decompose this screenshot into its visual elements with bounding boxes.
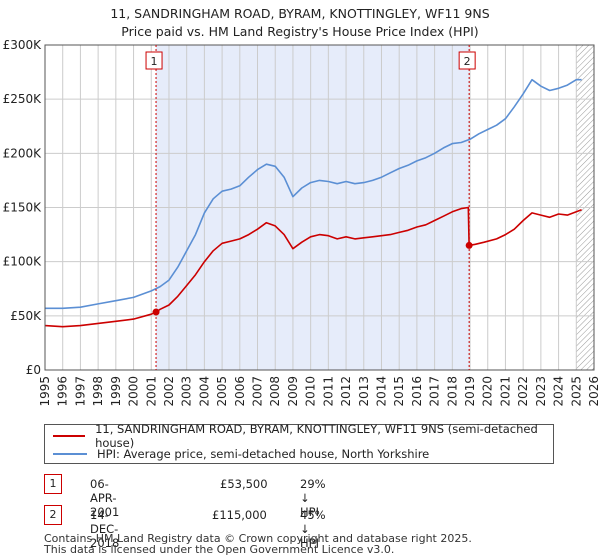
x-tick-label: 2017: [428, 376, 442, 407]
legend-swatch-hpi: [53, 453, 87, 455]
transaction-hpi-diff: 45% ↓ HPI: [300, 508, 326, 550]
x-tick-label: 2013: [357, 376, 371, 407]
x-tick-label: 2022: [516, 376, 530, 407]
footer-line2: This data is licensed under the Open Gov…: [44, 543, 395, 556]
y-tick-label: £50K: [10, 309, 42, 323]
legend-label-property: 11, SANDRINGHAM ROAD, BYRAM, KNOTTINGLEY…: [95, 422, 538, 450]
sale-number-label: 2: [464, 55, 471, 68]
y-tick-label: £300K: [3, 38, 43, 52]
x-tick-label: 2026: [587, 376, 600, 407]
y-tick-label: £100K: [3, 255, 43, 269]
x-tick-label: 1996: [56, 376, 70, 407]
x-tick-label: 1995: [38, 376, 52, 407]
x-tick-label: 2021: [498, 376, 512, 407]
x-tick-label: 2005: [215, 376, 229, 407]
x-tick-label: 2018: [445, 376, 459, 407]
x-tick-label: 2004: [197, 376, 211, 407]
x-tick-label: 2012: [339, 376, 353, 407]
x-tick-label: 2008: [268, 376, 282, 407]
legend-item-hpi: HPI: Average price, semi-detached house,…: [53, 445, 429, 463]
plot-frame: [44, 44, 595, 371]
x-tick-label: 2007: [251, 376, 265, 407]
x-tick-label: 2010: [304, 376, 318, 407]
chart-title-line2: Price paid vs. HM Land Registry's House …: [121, 24, 479, 39]
x-tick-label: 2019: [463, 376, 477, 407]
x-tick-label: 2002: [162, 376, 176, 407]
legend-label-hpi: HPI: Average price, semi-detached house,…: [97, 447, 430, 461]
transaction-badge: 1: [44, 474, 62, 494]
transaction-date: 14-DEC-2018: [90, 508, 120, 550]
transaction-price: £53,500: [220, 477, 268, 491]
x-tick-label: 2025: [569, 376, 583, 407]
x-tick-label: 2009: [286, 376, 300, 407]
x-tick-label: 2024: [552, 376, 566, 407]
transaction-date: 06-APR-2001: [90, 477, 120, 519]
y-tick-label: £250K: [3, 92, 43, 106]
legend-item-property: 11, SANDRINGHAM ROAD, BYRAM, KNOTTINGLEY…: [53, 422, 553, 450]
property-price-line: [44, 206, 582, 328]
hpi-line: [45, 78, 582, 310]
x-tick-label: 2020: [481, 376, 495, 407]
legend: 11, SANDRINGHAM ROAD, BYRAM, KNOTTINGLEY…: [44, 422, 554, 464]
sale-number-box: [145, 51, 163, 70]
transaction-hpi-diff: 29% ↓ HPI: [300, 477, 326, 519]
x-tick-label: 2023: [534, 376, 548, 407]
x-tick-label: 2000: [127, 376, 141, 407]
x-tick-label: 2003: [180, 376, 194, 407]
x-tick-label: 2006: [233, 376, 247, 407]
x-tick-label: 1999: [109, 376, 123, 407]
x-tick-label: 1998: [91, 376, 105, 407]
footer: Contains HM Land Registry data © Crown c…: [44, 533, 472, 555]
x-tick-label: 2001: [144, 376, 158, 407]
chart-title-line1: 11, SANDRINGHAM ROAD, BYRAM, KNOTTINGLEY…: [110, 6, 490, 21]
x-tick-label: 2016: [410, 376, 424, 407]
footer-line1: Contains HM Land Registry data © Crown c…: [44, 532, 472, 545]
x-tick-label: 2015: [392, 376, 406, 407]
y-tick-label: £150K: [3, 201, 43, 215]
x-tick-label: 2011: [321, 376, 335, 407]
y-tick-label: £200K: [3, 146, 43, 160]
x-tick-label: 2014: [374, 376, 388, 407]
sale-point: [152, 308, 160, 316]
transaction-badge: 2: [44, 505, 62, 525]
x-tick-label: 1997: [73, 376, 87, 407]
y-tick-label: £0: [26, 363, 41, 377]
sale-point: [465, 241, 473, 249]
legend-swatch-property: [53, 435, 86, 437]
sale-number-box: [458, 51, 476, 70]
sale-number-label: 1: [151, 55, 158, 68]
transaction-price: £115,000: [212, 508, 267, 522]
